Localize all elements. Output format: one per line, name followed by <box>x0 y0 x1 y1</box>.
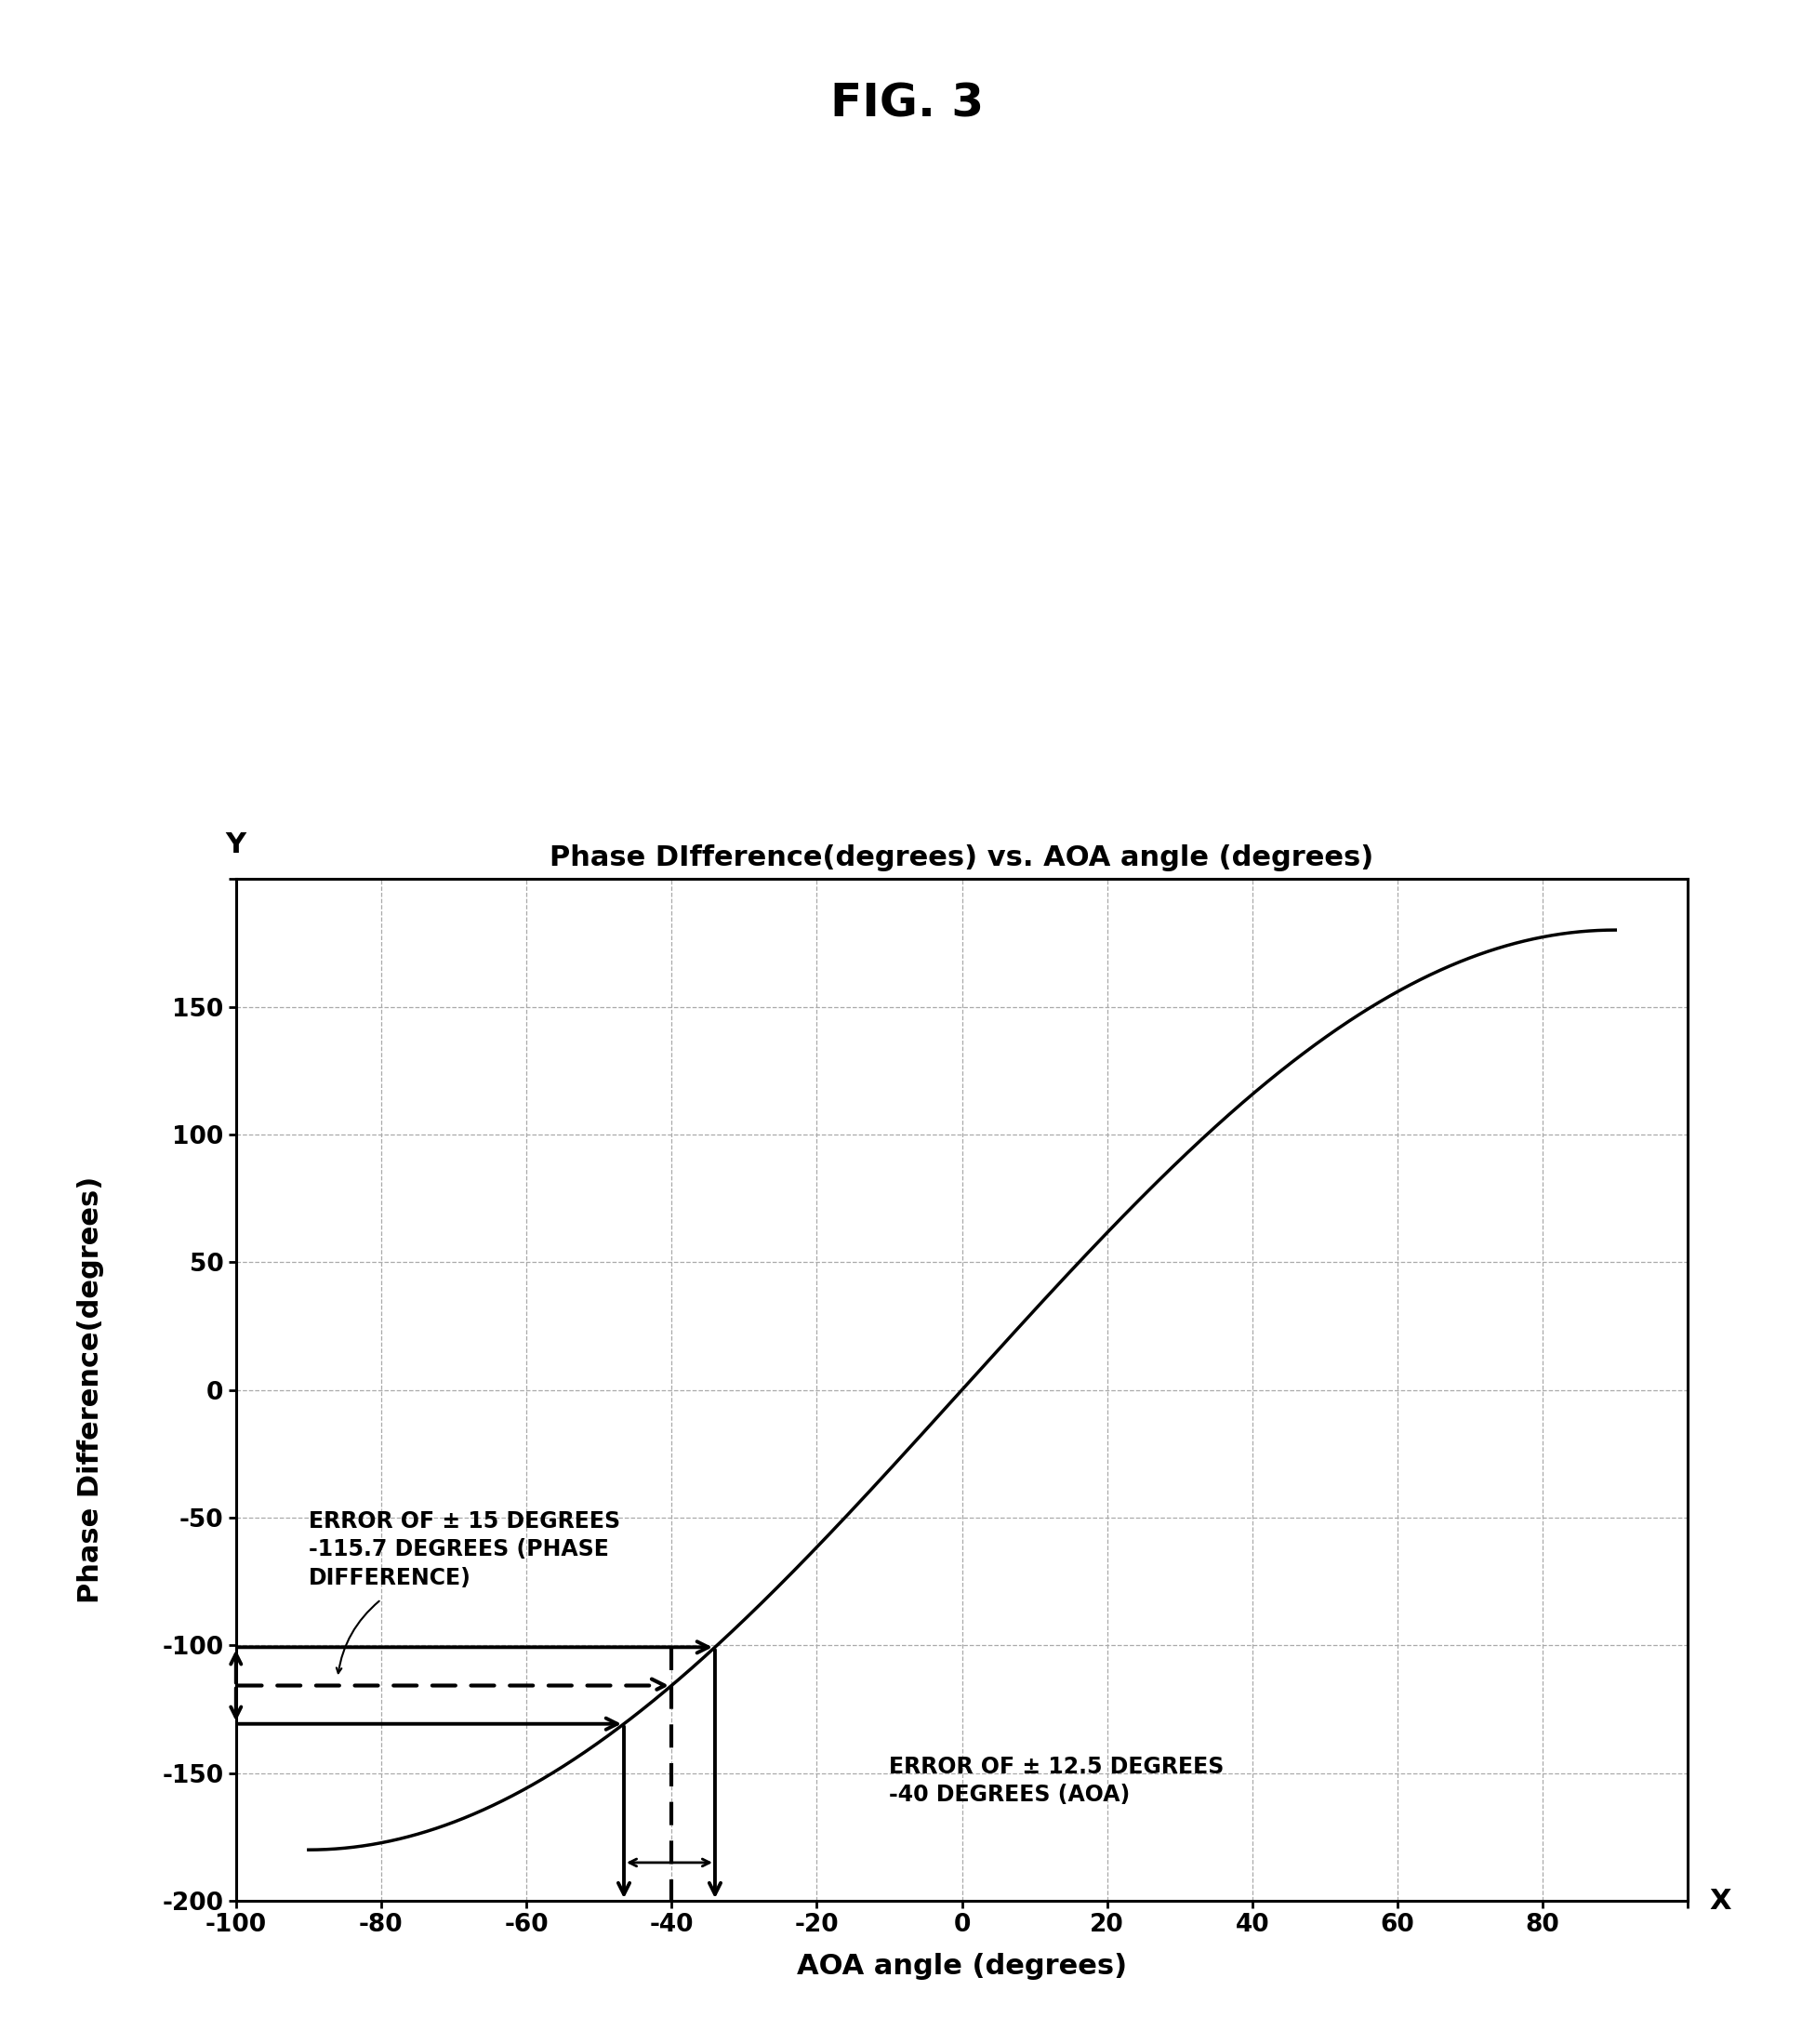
Text: X: X <box>1710 1887 1732 1915</box>
Text: ERROR OF ± 15 DEGREES
-115.7 DEGREES (PHASE
DIFFERENCE): ERROR OF ± 15 DEGREES -115.7 DEGREES (PH… <box>309 1511 621 1590</box>
Y-axis label: Phase Difference(degrees): Phase Difference(degrees) <box>76 1177 103 1602</box>
X-axis label: AOA angle (degrees): AOA angle (degrees) <box>797 1952 1127 1981</box>
Text: FIG. 3: FIG. 3 <box>831 82 984 127</box>
Text: Y: Y <box>225 832 247 858</box>
Title: Phase DIfference(degrees) vs. AOA angle (degrees): Phase DIfference(degrees) vs. AOA angle … <box>550 844 1374 871</box>
Text: ERROR OF ± 12.5 DEGREES
-40 DEGREES (AOA): ERROR OF ± 12.5 DEGREES -40 DEGREES (AOA… <box>889 1756 1225 1807</box>
